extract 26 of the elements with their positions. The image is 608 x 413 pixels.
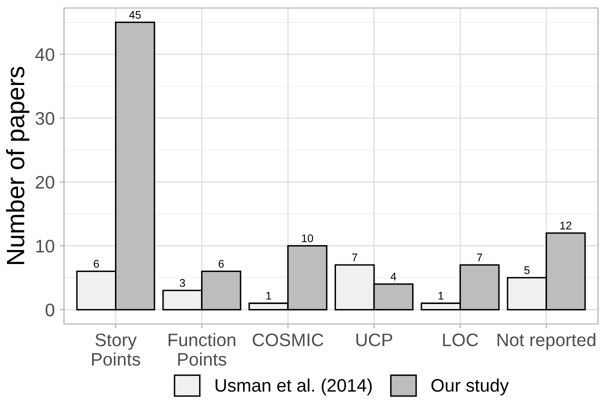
y-tick-label: 20 (36, 176, 54, 189)
x-tick-label: Not reported (498, 333, 596, 350)
data-label: 4 (390, 272, 396, 280)
y-tick-label: 30 (36, 112, 54, 125)
x-tick-label: COSMIC (252, 334, 324, 346)
data-label: 12 (560, 222, 572, 230)
x-tick-label: Function Points (168, 333, 236, 366)
x-tick-label: LOC (443, 334, 478, 346)
data-label: 10 (302, 234, 314, 242)
x-tick-label: UCP (356, 334, 392, 346)
data-label: 6 (218, 260, 224, 268)
legend-label: Usman et al. (2014) (216, 378, 372, 396)
legend-label: Our study (431, 378, 509, 396)
data-label: 7 (352, 254, 358, 262)
data-label: 5 (524, 266, 530, 274)
y-tick-label: 10 (36, 240, 54, 253)
data-label: 45 (129, 11, 141, 19)
y-axis-title: Number of papers (6, 66, 30, 264)
data-label: 7 (477, 254, 482, 262)
y-tick-label: 0 (46, 304, 54, 316)
x-tick-label: Story Points (92, 334, 140, 366)
y-tick-label: 40 (35, 48, 54, 62)
data-label: 3 (180, 279, 186, 287)
data-label: 1 (438, 292, 444, 300)
data-label: 6 (94, 260, 99, 268)
data-label: 1 (266, 292, 272, 300)
